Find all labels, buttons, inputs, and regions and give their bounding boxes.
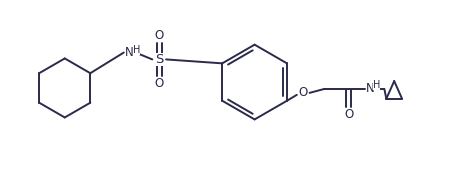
Text: H: H [373, 80, 380, 90]
Text: O: O [155, 29, 164, 42]
Text: N: N [366, 82, 375, 95]
Text: O: O [155, 76, 164, 90]
Text: N: N [125, 46, 134, 59]
Text: H: H [133, 45, 140, 55]
Text: O: O [298, 86, 307, 99]
Text: S: S [155, 53, 164, 66]
Text: O: O [344, 108, 353, 121]
